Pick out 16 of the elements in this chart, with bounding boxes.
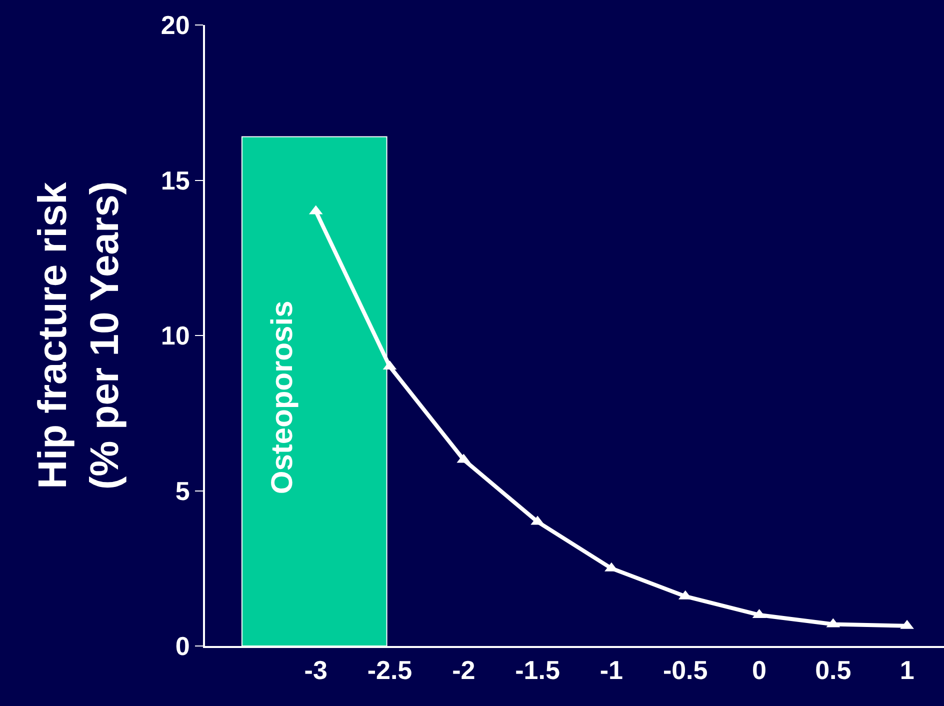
y-tick-label: 5 — [175, 476, 190, 506]
x-tick-label: -2.5 — [367, 655, 412, 686]
x-tick-label: 0.5 — [815, 655, 852, 686]
x-tick-label: 1 — [900, 655, 914, 686]
band-label: Osteoporosis — [266, 300, 299, 494]
y-tick-label: 10 — [160, 320, 190, 351]
y-axis-title: Hip fracture risk (% per 10 Years) — [30, 181, 127, 490]
y-tick-label: 0 — [175, 631, 190, 662]
x-tick-label: -3 — [304, 655, 328, 686]
x-tick-label: -1 — [600, 655, 624, 686]
x-tick-label: -2 — [452, 655, 476, 686]
x-tick-label: -1.5 — [515, 655, 560, 686]
x-tick-label: 0 — [752, 655, 766, 686]
y-tick-label: 20 — [160, 10, 190, 40]
x-tick-label: -0.5 — [662, 655, 708, 686]
y-tick-label: 15 — [160, 165, 190, 196]
